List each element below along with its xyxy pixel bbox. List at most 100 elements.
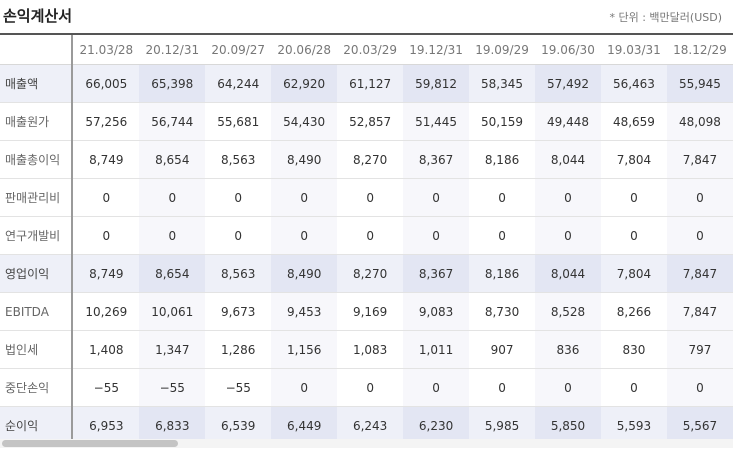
table-cell: 1,011 xyxy=(403,330,470,369)
horizontal-scrollbar[interactable] xyxy=(0,439,733,448)
table-cell: 8,563 xyxy=(205,254,272,293)
table-cell: 50,159 xyxy=(469,102,536,141)
table-cell: 0 xyxy=(469,216,536,255)
table-cell: 56,463 xyxy=(600,64,667,103)
table-cell: −55 xyxy=(205,368,272,407)
table-cell: 1,156 xyxy=(271,330,338,369)
column-header-date: 19.09/29 xyxy=(469,35,536,65)
table-cell: 6,243 xyxy=(337,406,404,440)
table-cell: 6,539 xyxy=(205,406,272,440)
income-statement-table-container[interactable]: 21.03/28 20.12/31 20.09/27 20.06/28 20.03/29… xyxy=(0,33,733,440)
table-cell: 9,083 xyxy=(403,292,470,331)
table-cell: 57,492 xyxy=(535,64,601,103)
table-cell: 49,448 xyxy=(535,102,601,141)
income-statement-table: 21.03/28 20.12/31 20.09/27 20.06/28 20.03/29… xyxy=(0,35,733,440)
table-cell: 0 xyxy=(535,178,601,217)
table-cell: 0 xyxy=(72,178,140,217)
header-row: 21.03/28 20.12/31 20.09/27 20.06/28 20.03/29… xyxy=(0,35,733,65)
table-cell: 0 xyxy=(271,178,338,217)
scrollbar-thumb[interactable] xyxy=(2,440,178,447)
table-cell: 55,681 xyxy=(205,102,272,141)
column-header-date: 20.06/28 xyxy=(271,35,338,65)
column-header-date: 19.03/31 xyxy=(600,35,667,65)
table-cell: 0 xyxy=(271,368,338,407)
column-header-date: 20.03/29 xyxy=(337,35,404,65)
table-cell: 8,270 xyxy=(337,140,404,179)
table-cell: 0 xyxy=(666,216,733,255)
table-cell: 0 xyxy=(403,368,470,407)
table-cell: 0 xyxy=(600,178,667,217)
table-cell: 0 xyxy=(403,178,470,217)
table-cell: 9,453 xyxy=(271,292,338,331)
column-header-date: 19.06/30 xyxy=(535,35,601,65)
table-cell: 48,098 xyxy=(666,102,733,141)
table-cell: 0 xyxy=(535,368,601,407)
table-cell: 61,127 xyxy=(337,64,404,103)
table-cell: 6,449 xyxy=(271,406,338,440)
table-cell: 0 xyxy=(337,178,404,217)
table-cell: 0 xyxy=(469,368,536,407)
table-cell: 1,083 xyxy=(337,330,404,369)
table-cell: −55 xyxy=(72,368,140,407)
table-cell: 8,654 xyxy=(139,254,206,293)
row-label: 판매관리비 xyxy=(0,178,74,217)
table-cell: 0 xyxy=(139,178,206,217)
table-cell: 65,398 xyxy=(139,64,206,103)
table-cell: 5,985 xyxy=(469,406,536,440)
page-title: 손익계산서 xyxy=(3,7,73,25)
table-cell: −55 xyxy=(139,368,206,407)
table-cell: 8,186 xyxy=(469,140,536,179)
table-cell: 5,850 xyxy=(535,406,601,440)
table-cell: 7,847 xyxy=(666,254,733,293)
table-cell: 830 xyxy=(600,330,667,369)
table-cell: 10,269 xyxy=(72,292,140,331)
table-cell: 9,673 xyxy=(205,292,272,331)
table-cell: 8,528 xyxy=(535,292,601,331)
column-header-date: 20.12/31 xyxy=(139,35,206,65)
table-cell: 7,847 xyxy=(666,292,733,331)
row-label: 매출총이익 xyxy=(0,140,74,179)
table-cell: 0 xyxy=(403,216,470,255)
table-cell: 57,256 xyxy=(72,102,140,141)
table-cell: 7,804 xyxy=(600,254,667,293)
table-cell: 9,169 xyxy=(337,292,404,331)
table-cell: 58,345 xyxy=(469,64,536,103)
table-cell: 0 xyxy=(666,178,733,217)
table-cell: 5,593 xyxy=(600,406,667,440)
table-row: 영업이익 8,749 8,654 8,563 8,490 8,270 8,367 8,186 8… xyxy=(0,254,733,293)
table-cell: 6,953 xyxy=(72,406,140,440)
column-header-date: 20.09/27 xyxy=(205,35,272,65)
table-row: 판매관리비 0 0 0 0 0 0 0 0 0 0 xyxy=(0,178,733,217)
table-row: 중단손익 −55 −55 −55 0 0 0 0 0 0 0 xyxy=(0,368,733,407)
table-cell: 1,286 xyxy=(205,330,272,369)
table-row: 매출총이익 8,749 8,654 8,563 8,490 8,270 8,367 8,186… xyxy=(0,140,733,179)
table-cell: 64,244 xyxy=(205,64,272,103)
table-cell: 8,266 xyxy=(600,292,667,331)
table-cell: 8,270 xyxy=(337,254,404,293)
row-label: 중단손익 xyxy=(0,368,74,407)
table-cell: 836 xyxy=(535,330,601,369)
table-cell: 8,367 xyxy=(403,254,470,293)
table-cell: 56,744 xyxy=(139,102,206,141)
row-label: 매출원가 xyxy=(0,102,74,141)
table-cell: 0 xyxy=(205,178,272,217)
table-cell: 6,230 xyxy=(403,406,470,440)
corner-cell xyxy=(0,35,74,65)
table-row: 순이익 6,953 6,833 6,539 6,449 6,243 6,230 5,985 5,… xyxy=(0,406,733,440)
table-cell: 0 xyxy=(205,216,272,255)
table-cell: 0 xyxy=(600,216,667,255)
table-cell: 6,833 xyxy=(139,406,206,440)
table-cell: 0 xyxy=(337,216,404,255)
table-row: 법인세 1,408 1,347 1,286 1,156 1,083 1,011 907 836 8… xyxy=(0,330,733,369)
table-cell: 8,044 xyxy=(535,140,601,179)
table-cell: 0 xyxy=(535,216,601,255)
table-cell: 0 xyxy=(139,216,206,255)
column-header-date: 21.03/28 xyxy=(72,35,140,65)
table-cell: 10,061 xyxy=(139,292,206,331)
table-cell: 8,749 xyxy=(72,140,140,179)
row-label: 매출액 xyxy=(0,64,74,103)
table-cell: 52,857 xyxy=(337,102,404,141)
table-cell: 8,490 xyxy=(271,254,338,293)
row-label: 영업이익 xyxy=(0,254,74,293)
table-row: 매출액 66,005 65,398 64,244 62,920 61,127 59,812 5… xyxy=(0,64,733,103)
